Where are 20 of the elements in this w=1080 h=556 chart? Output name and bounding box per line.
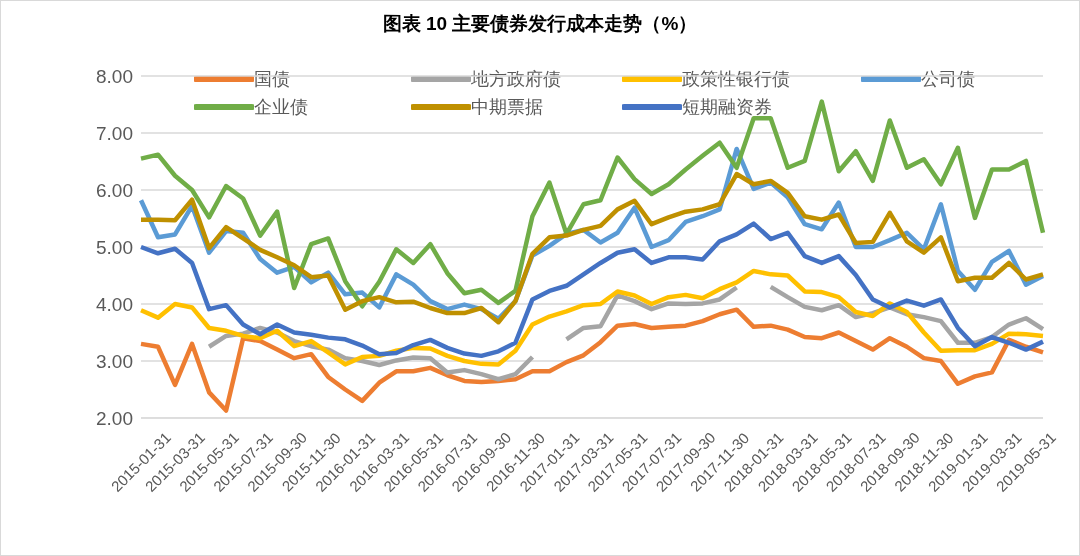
- line-series: [138, 99, 1046, 309]
- y-tick-label: 8.00: [96, 65, 133, 87]
- legend-label: 国债: [254, 68, 290, 91]
- line-series: [138, 268, 1046, 367]
- legend-label: 短期融资券: [682, 96, 772, 119]
- line-series: [138, 171, 1046, 325]
- legend-label: 政策性银行债: [682, 68, 790, 91]
- y-tick-label: 2.00: [96, 407, 133, 429]
- legend-label: 公司债: [921, 68, 975, 91]
- legend-label: 地方政府债: [471, 68, 561, 91]
- y-tick-label: 4.00: [96, 293, 133, 315]
- legend-label: 中期票据: [471, 96, 543, 119]
- chart-title: 图表 10 主要债券发行成本走势（%）: [381, 12, 699, 36]
- y-tick-label: 5.00: [96, 236, 133, 258]
- line-series: [138, 221, 1046, 359]
- y-tick-label: 7.00: [96, 122, 133, 144]
- legend-label: 企业债: [254, 96, 308, 119]
- line-series: [138, 307, 1046, 413]
- y-tick-label: 6.00: [96, 179, 133, 201]
- y-tick-label: 3.00: [96, 350, 133, 372]
